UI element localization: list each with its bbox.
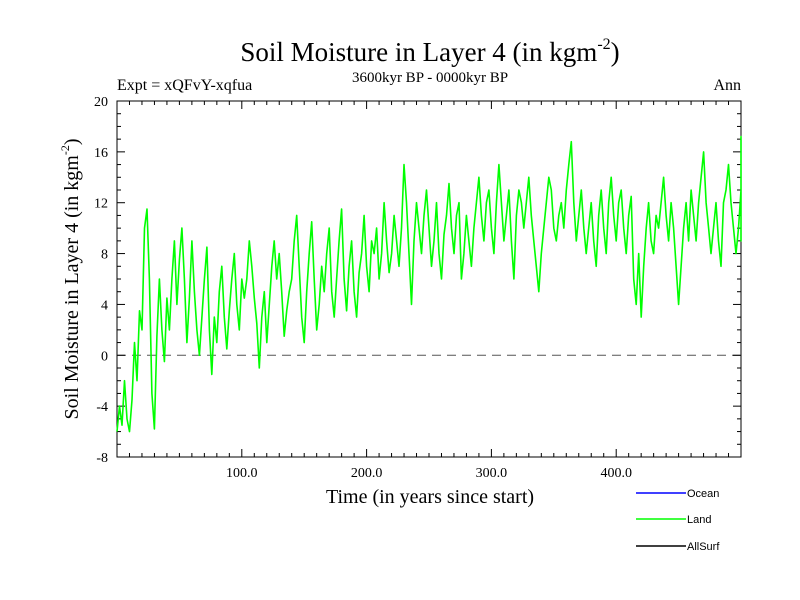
x-tick-label: 100.0 — [226, 466, 258, 481]
y-tick-label: 4 — [101, 298, 108, 313]
y-axis-label-close: ) — [61, 138, 83, 145]
y-tick-label: 0 — [101, 349, 108, 364]
x-tick-label: 200.0 — [351, 466, 383, 481]
x-tick-label: 300.0 — [476, 466, 508, 481]
x-tick-label: 400.0 — [600, 466, 632, 481]
plot-frame — [116, 100, 742, 458]
y-tick-label: 16 — [94, 146, 108, 161]
x-axis-label: Time (in years since start) — [326, 486, 534, 508]
axis-ticks: -8 -4 0 4 8 12 16 20 100.0 200.0 300.0 400.0 — [94, 95, 741, 481]
y-tick-label: 8 — [101, 248, 108, 263]
legend-label-allsurf: AllSurf — [687, 541, 720, 553]
legend: Ocean Land AllSurf — [636, 488, 720, 553]
y-tick-label: -4 — [96, 400, 108, 415]
season-label: Ann — [713, 77, 741, 94]
y-axis-label: Soil Moisture in Layer 4 (in kgm-2) — [58, 138, 83, 419]
chart-title-close: ) — [611, 37, 620, 67]
y-axis-label-superscript: -2 — [58, 145, 72, 155]
legend-label-land: Land — [687, 514, 711, 526]
chart-title: Soil Moisture in Layer 4 (in kgm-2) — [240, 36, 619, 67]
chart-title-text: Soil Moisture in Layer 4 (in kgm — [240, 37, 597, 67]
y-tick-label: 12 — [94, 197, 108, 212]
y-axis-label-text: Soil Moisture in Layer 4 (in kgm — [61, 155, 83, 420]
legend-label-ocean: Ocean — [687, 488, 719, 500]
chart-subtitle: 3600kyr BP - 0000kyr BP — [352, 70, 508, 86]
experiment-label: Expt = xQFvY-xqfua — [117, 77, 252, 94]
land-series-line — [116, 135, 742, 433]
y-tick-label: -8 — [96, 451, 108, 466]
y-tick-label: 20 — [94, 95, 108, 110]
chart-title-superscript: -2 — [597, 36, 610, 53]
